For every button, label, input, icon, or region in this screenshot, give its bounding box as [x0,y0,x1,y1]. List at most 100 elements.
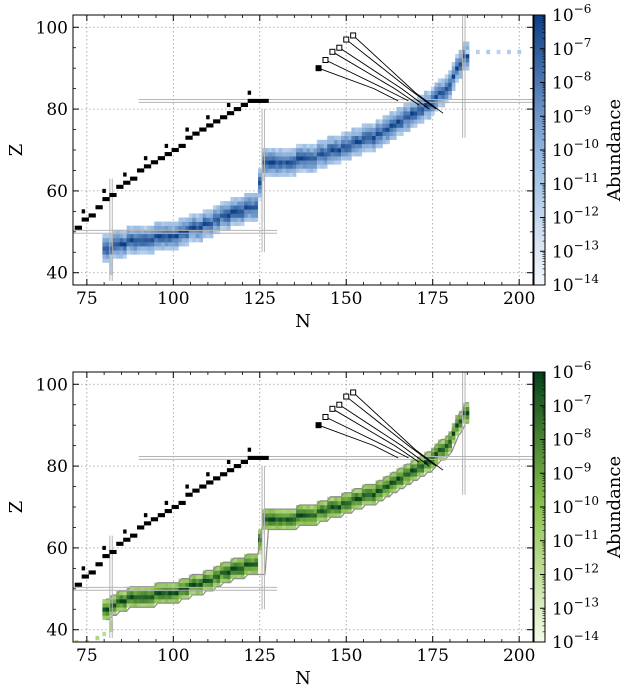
x-tick-label: 75 [76,646,98,666]
abundance-cell [361,496,366,502]
colorbar-tick-label: 10−14 [552,272,599,296]
y-tick-label: 80 [46,100,68,120]
abundance-cell [365,131,370,136]
abundance-cell [278,147,283,153]
abundance-cell [430,94,435,100]
abundance-cell [109,599,114,604]
abundance-cell [261,217,266,222]
abundance-cell [119,242,124,247]
abundance-cell [344,131,349,136]
colorbar-tick-exponent: −11 [574,171,599,185]
abundance-cell [206,229,210,235]
abundance-cell [219,221,224,226]
abundance-cell [157,594,162,600]
abundance-cell [444,439,449,444]
abundance-cell [251,192,255,198]
abundance-cell [365,143,370,149]
abundance-cell [455,419,459,424]
abundance-cell [337,156,342,161]
abundance-cell [133,599,138,604]
abundance-cell [303,164,307,169]
abundance-cell [358,488,363,493]
abundance-cell [320,509,325,514]
abundance-cell [185,582,190,588]
x-tick-label: 100 [157,646,189,666]
abundance-cell [444,86,449,91]
decay-chain-line [325,416,409,459]
abundance-cell [261,566,266,571]
abundance-cell [420,102,425,108]
abundance-cell [451,82,456,87]
abundance-cell [237,566,242,571]
colorbar-tick-label: 10−10 [552,137,599,161]
abundance-cell [351,127,356,132]
abundance-cell [130,225,134,231]
abundance-cell [392,484,397,489]
abundance-cell [323,509,328,514]
abundance-cell [455,431,459,436]
decay-start-marker [322,57,329,63]
abundance-cell [154,246,159,251]
stable-nucleus [81,217,89,222]
abundance-cell [451,86,456,91]
abundance-cell [264,513,269,518]
abundance-cell [202,586,207,592]
abundance-cell [213,209,217,214]
abundance-cell [244,562,248,567]
decay-start-marker [336,401,343,408]
abundance-cell [109,270,114,276]
abundance-cell [334,500,338,506]
abundance-cell [455,78,459,83]
abundance-cell [299,152,304,157]
abundance-cell [306,509,311,514]
abundance-cell [296,164,300,169]
abundance-cell [403,107,408,112]
abundance-cell [389,111,394,116]
abundance-cell [168,599,172,604]
abundance-cell [365,127,370,132]
abundance-cell [175,225,179,231]
abundance-cell [102,237,107,243]
abundance-cell [413,115,418,120]
abundance-cell [285,164,290,169]
abundance-cell [392,119,397,124]
abundance-cell [168,221,172,226]
colorbar-tick-label: 10−6 [552,359,591,383]
abundance-cell [406,107,411,112]
abundance-cell [347,492,352,498]
abundance-cell [223,562,228,567]
abundance-cell [171,586,176,592]
abundance-cell [327,147,331,153]
abundance-cell [143,586,148,592]
stable-nucleus [164,500,169,505]
abundance-cell [223,217,228,222]
abundance-cell [261,168,266,173]
abundance-cell [199,237,203,243]
abundance-cell [306,504,311,510]
abundance-cell [292,521,297,526]
abundance-cell [171,582,176,588]
abundance-cell [399,484,404,489]
abundance-cell [358,143,363,149]
abundance-cell [178,233,183,239]
abundance-cell [354,127,359,132]
abundance-cell [130,229,134,235]
abundance-cell [406,464,411,469]
abundance-cell [403,472,408,477]
abundance-cell [178,590,183,596]
abundance-cell [181,221,186,226]
abundance-cell [448,70,453,75]
abundance-cell [150,594,155,600]
abundance-cell [406,480,411,485]
abundance-cell [316,160,321,165]
abundance-cell [330,513,335,518]
abundance-cell [226,570,231,575]
abundance-cell [123,603,127,608]
abundance-cell [351,143,356,149]
abundance-cell [109,250,114,255]
abundance-cell [254,554,259,559]
abundance-cell [143,594,148,600]
abundance-cell [347,152,352,157]
abundance-cell [399,131,404,136]
abundance-cell [219,566,224,571]
